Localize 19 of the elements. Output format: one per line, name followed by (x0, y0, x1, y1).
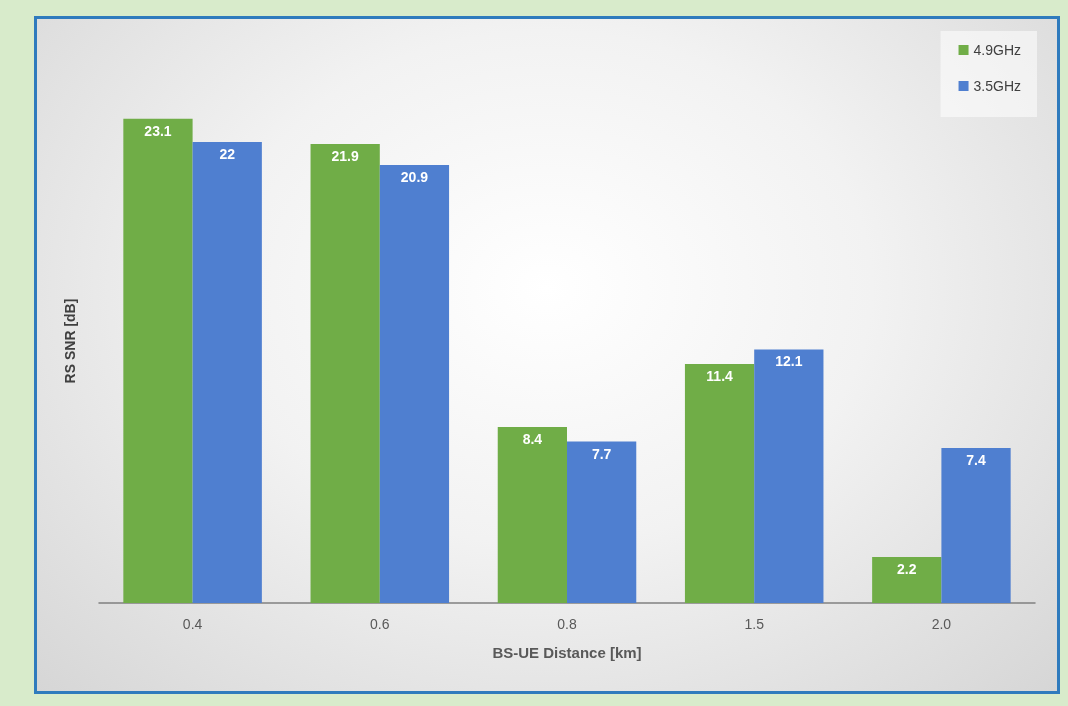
y-axis-title: RS SNR [dB] (62, 298, 78, 384)
legend-label: 3.5GHz (973, 78, 1022, 94)
data-label: 11.4 (706, 368, 734, 385)
x-tick-label: 0.8 (557, 616, 577, 632)
data-label: 7.7 (591, 445, 612, 462)
data-label: 20.9 (400, 168, 429, 185)
data-label: 22 (219, 145, 236, 162)
data-label: 2.2 (897, 560, 917, 577)
x-tick-label: 0.6 (370, 616, 390, 632)
x-tick-label: 1.5 (744, 616, 765, 632)
data-label: 12.1 (775, 353, 803, 370)
x-tick-label: 2.0 (931, 616, 952, 632)
data-label: 21.9 (331, 147, 359, 164)
x-tick-label: 0.4 (182, 616, 203, 632)
legend-label: 4.9GHz (973, 42, 1022, 58)
x-axis-title: BS-UE Distance [km] (492, 644, 642, 661)
data-label: 8.4 (522, 430, 543, 447)
data-label: 23.1 (144, 122, 172, 139)
data-label: 7.4 (966, 451, 986, 468)
